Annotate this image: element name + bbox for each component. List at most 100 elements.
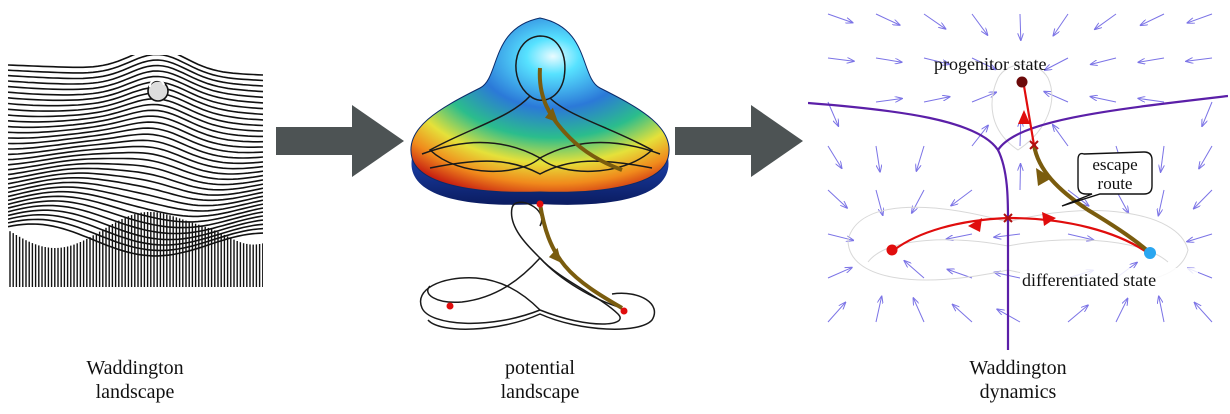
engraving-ridge [7, 86, 264, 116]
vector-arrow [971, 57, 995, 69]
vector-arrow [1067, 305, 1088, 323]
vector-arrow [1138, 98, 1165, 103]
engraving-ridge [7, 167, 264, 191]
vector-arrow [875, 99, 902, 103]
potential-svg [410, 17, 670, 330]
engraving-ridge [7, 75, 264, 104]
progenitor-dot [1016, 76, 1028, 88]
vector-arrow [875, 57, 902, 62]
vector-arrow [953, 305, 973, 323]
vector-arrow [875, 13, 900, 25]
vector-arrow [827, 58, 854, 61]
vector-arrow [1186, 58, 1213, 61]
vector-arrow [1194, 189, 1213, 209]
saddle-markers [1003, 140, 1039, 223]
vector-arrow [827, 101, 838, 126]
caption-line: Waddington [969, 357, 1067, 379]
engraving-ridge [7, 190, 264, 218]
vector-arrow [1195, 303, 1213, 323]
vector-arrow [1141, 13, 1165, 25]
vector-arrow [904, 261, 925, 279]
vector-arrow [1091, 57, 1117, 64]
vector-arrow [875, 297, 882, 323]
vector-arrow [1187, 233, 1213, 242]
differentiated-dot [1144, 247, 1156, 259]
vector-arrow [1091, 97, 1117, 103]
manifold-arrow-up [1018, 110, 1030, 124]
vector-arrow [1161, 145, 1165, 172]
vector-arrow [947, 233, 973, 239]
vector-arrow [1115, 299, 1128, 323]
vector-arrow [1020, 13, 1021, 40]
vector-arrow [913, 298, 925, 323]
engraving-ridge [7, 195, 264, 223]
engraving-ridge [7, 70, 264, 99]
engraving-ridge [7, 177, 264, 202]
vector-arrow [1045, 57, 1069, 70]
ball [147, 80, 169, 102]
vector-arrow [827, 303, 845, 323]
engraving-ridge [7, 109, 263, 138]
vector-arrow [1053, 125, 1069, 147]
transition-arrow-1 [276, 105, 404, 177]
potential-surface [410, 17, 670, 193]
caption-line: Waddington [86, 357, 184, 379]
engraving-ridge [7, 145, 264, 170]
surface-trajectory [537, 67, 623, 172]
vector-arrow [971, 13, 987, 35]
vector-arrow [923, 97, 950, 103]
vector-arrow [916, 145, 925, 171]
engraving-ridge [7, 92, 264, 121]
vector-arrow [827, 268, 852, 279]
engraving-ridge [7, 181, 264, 207]
vector-arrow [1095, 13, 1117, 29]
vector-arrow [1138, 57, 1165, 62]
contour-right-dot [620, 307, 628, 315]
engraving-ridge [7, 81, 264, 110]
engraving-ridge [7, 59, 264, 87]
manifold-arrow-right [1042, 212, 1056, 226]
engraving-ridge [7, 157, 264, 181]
differentiated-label: differentiated state [1022, 270, 1156, 290]
engraving-ridge [7, 186, 264, 212]
caption-line: landscape [95, 381, 175, 403]
escape-route-callout [1061, 151, 1153, 207]
escape-arrow [1036, 168, 1052, 186]
transition-arrow-2 [675, 105, 803, 177]
engraving-ridge [7, 97, 264, 127]
caption-potential-landscape: potential landscape [430, 356, 650, 404]
callout-line1: escape [1092, 155, 1137, 174]
unstable-manifolds [893, 85, 1149, 254]
engraving-ridge [7, 139, 264, 165]
vector-arrow [827, 145, 842, 168]
caption-line: landscape [500, 381, 580, 403]
engraving-ridge [7, 127, 264, 154]
potential-landscape-figure [400, 8, 680, 338]
engraving-ridge [8, 133, 264, 159]
vector-arrow [951, 189, 973, 206]
vector-arrow [1158, 189, 1165, 215]
vector-arrow [948, 269, 973, 279]
engraving-ridge [7, 53, 264, 82]
caption-waddington-dynamics: Waddington dynamics [908, 356, 1128, 404]
separatrix-curves [807, 94, 1229, 350]
contour-left-dot [446, 302, 454, 310]
vector-arrow [827, 189, 847, 208]
waddington-dynamics-figure: progenitor state differentiated state es… [807, 0, 1229, 350]
vector-arrow [875, 145, 880, 172]
surface-contours [421, 35, 661, 175]
engraving-svg [7, 48, 264, 287]
engraving-ridge [7, 64, 264, 93]
contour-trajectory [538, 203, 624, 310]
vector-arrow [912, 189, 925, 213]
vector-arrow [1044, 92, 1069, 103]
vector-arrow [1020, 164, 1021, 191]
vector-arrow [1188, 13, 1213, 23]
engraving-ridge [7, 115, 264, 143]
caption-line: potential [505, 357, 575, 379]
callout-line2: route [1098, 174, 1133, 193]
left-state-dot [886, 244, 898, 256]
vector-field [827, 13, 1213, 323]
vector-arrow [1053, 13, 1069, 36]
vector-arrow [923, 13, 945, 29]
